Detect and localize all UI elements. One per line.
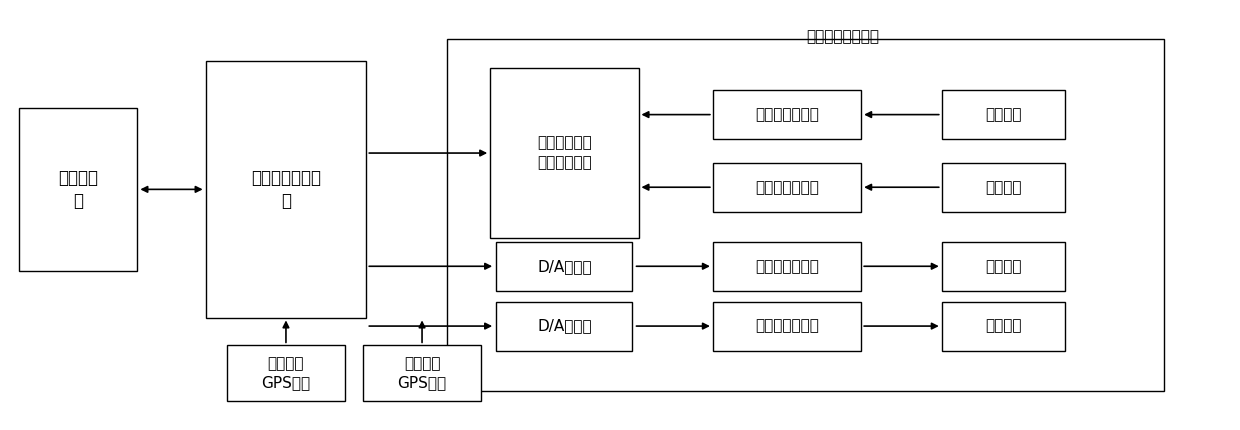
- Text: 方位旋转变压器: 方位旋转变压器: [755, 180, 818, 195]
- Bar: [20, 108, 136, 270]
- Bar: [713, 242, 862, 291]
- Text: 地面天线控制模
块: 地面天线控制模 块: [250, 169, 321, 210]
- Bar: [227, 345, 345, 401]
- Text: D/A转换器: D/A转换器: [537, 259, 591, 274]
- Bar: [496, 242, 632, 291]
- Text: 单片机系
统: 单片机系 统: [58, 169, 98, 210]
- Bar: [941, 301, 1065, 350]
- Text: 俯仰电机驱动器: 俯仰电机驱动器: [755, 319, 818, 334]
- Text: 机载天线
GPS信息: 机载天线 GPS信息: [398, 356, 446, 390]
- Text: 地面天线
GPS信息: 地面天线 GPS信息: [262, 356, 310, 390]
- Bar: [206, 61, 366, 317]
- Text: 双路旋转变压
器数字转换器: 双路旋转变压 器数字转换器: [537, 135, 591, 170]
- Text: 方位电机驱动器: 方位电机驱动器: [755, 259, 818, 274]
- Text: 方位电机: 方位电机: [986, 259, 1022, 274]
- Text: 俯仰电机: 俯仰电机: [986, 319, 1022, 334]
- Bar: [941, 90, 1065, 139]
- Text: 俯仰平台: 俯仰平台: [986, 107, 1022, 122]
- Bar: [363, 345, 481, 401]
- Bar: [713, 90, 862, 139]
- Bar: [941, 163, 1065, 212]
- Text: D/A转换器: D/A转换器: [537, 319, 591, 334]
- Text: 方位平台: 方位平台: [986, 180, 1022, 195]
- Bar: [490, 68, 639, 239]
- Bar: [713, 163, 862, 212]
- Bar: [941, 242, 1065, 291]
- Text: 俯仰旋转变压器: 俯仰旋转变压器: [755, 107, 818, 122]
- Bar: [446, 39, 1164, 391]
- Bar: [496, 301, 632, 350]
- Bar: [713, 301, 862, 350]
- Text: 地面天线伺服模块: 地面天线伺服模块: [806, 29, 879, 44]
